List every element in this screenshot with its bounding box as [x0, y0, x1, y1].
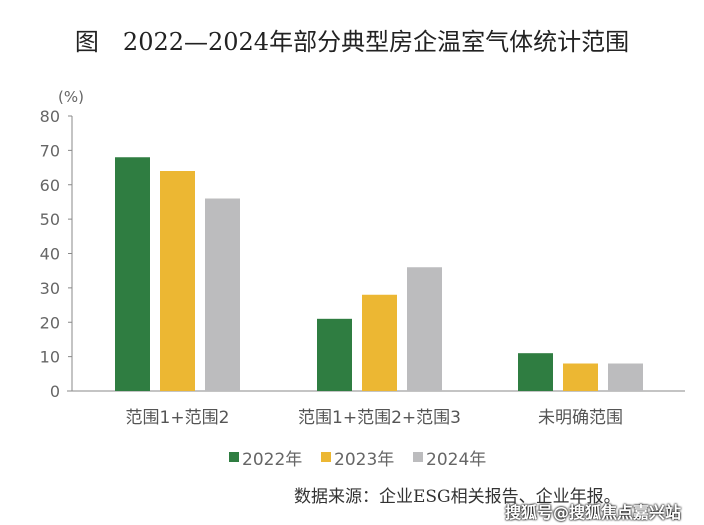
bar-2022年-范围1+范围2	[115, 157, 150, 391]
y-axis-unit: (%)	[58, 88, 84, 106]
bar-2022年-范围1+范围2+范围3	[317, 318, 352, 391]
watermark: 搜狐号@搜狐焦点嘉兴站	[505, 503, 682, 522]
chart-title: 图 2022—2024年部分典型房企温室气体统计范围	[74, 28, 630, 56]
y-tick-label: 20	[40, 313, 60, 332]
category-label: 范围1+范围2+范围3	[298, 408, 461, 428]
category-label: 范围1+范围2	[126, 408, 230, 428]
category-label: 未明确范围	[538, 408, 623, 428]
legend-label: 2022年	[242, 450, 302, 470]
y-tick-label: 70	[40, 141, 60, 160]
bar-2022年-未明确范围	[518, 353, 553, 391]
y-tick-label: 80	[40, 107, 60, 126]
bar-2024年-未明确范围	[608, 363, 643, 391]
y-tick-label: 40	[40, 245, 60, 264]
bar-2024年-范围1+范围2+范围3	[407, 267, 442, 391]
legend-swatch	[413, 452, 423, 462]
y-tick-label: 30	[40, 279, 60, 298]
legend-label: 2024年	[426, 450, 486, 470]
y-tick-label: 0	[50, 382, 60, 401]
bar-2023年-范围1+范围2	[160, 171, 195, 391]
source-note: 数据来源：企业ESG相关报告、企业年报。	[294, 487, 621, 507]
y-tick-label: 10	[40, 348, 60, 367]
bar-2023年-未明确范围	[563, 363, 598, 391]
y-tick-label: 50	[40, 210, 60, 229]
legend-label: 2023年	[334, 450, 394, 470]
legend-swatch	[229, 452, 239, 462]
bar-2024年-范围1+范围2	[205, 198, 240, 391]
bar-2023年-范围1+范围2+范围3	[362, 294, 397, 391]
legend-swatch	[321, 452, 331, 462]
y-tick-label: 60	[40, 176, 60, 195]
